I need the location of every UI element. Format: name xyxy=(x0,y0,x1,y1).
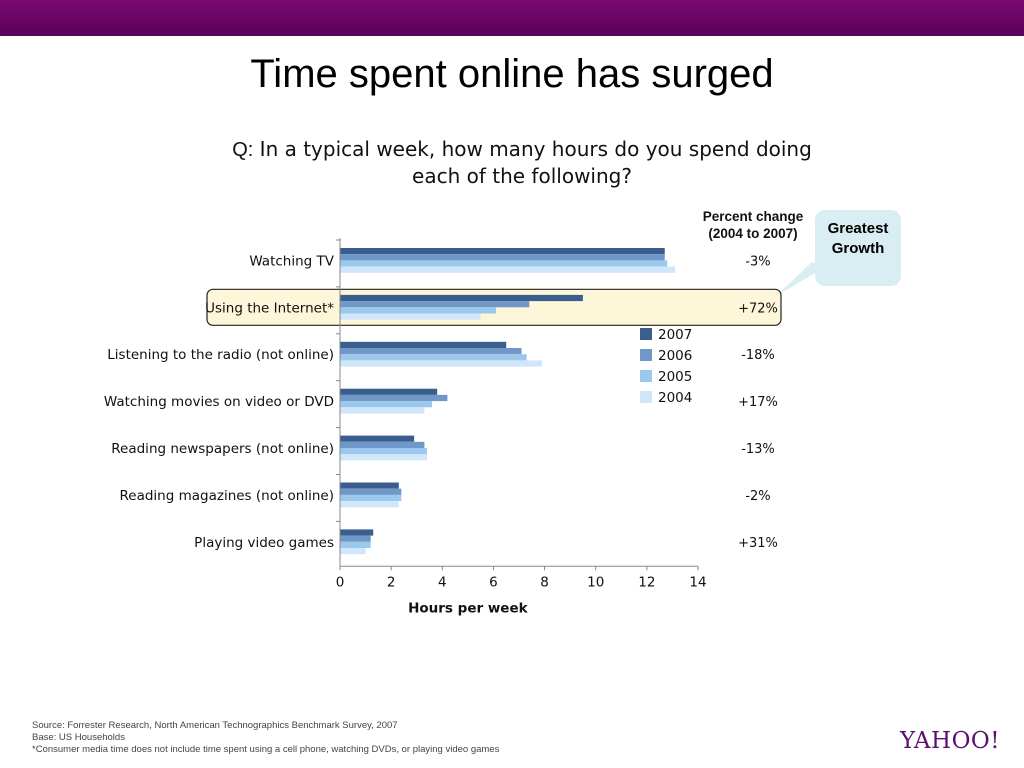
bar-2005-5 xyxy=(340,494,402,502)
bar-2007-3 xyxy=(340,388,438,395)
bar-2006-6 xyxy=(340,535,371,542)
x-tick-label: 6 xyxy=(489,574,498,590)
x-tick-label: 12 xyxy=(638,574,655,590)
legend-label-2007: 2007 xyxy=(658,327,692,343)
yahoo-logo-text: YAHOO! xyxy=(900,728,1001,754)
bar-2005-6 xyxy=(340,541,371,548)
bar-2007-4 xyxy=(340,435,415,442)
legend-label-2006: 2006 xyxy=(658,348,692,364)
category-label: Reading newspapers (not online) xyxy=(111,441,334,457)
category-label: Watching TV xyxy=(249,253,334,269)
percent-change-label: -18% xyxy=(741,348,775,363)
x-tick-label: 2 xyxy=(387,574,396,590)
legend-label-2004: 2004 xyxy=(658,390,692,406)
legend-label-2005: 2005 xyxy=(658,369,692,385)
x-axis-title: Hours per week xyxy=(408,600,529,616)
x-tick-label: 4 xyxy=(438,574,447,590)
bar-2005-3 xyxy=(340,401,433,408)
bar-2006-0 xyxy=(340,254,665,261)
question-prefix: Q: xyxy=(232,139,254,161)
slide-title: Time spent online has surged xyxy=(250,52,774,96)
percent-change-label: +31% xyxy=(738,536,778,551)
bar-2005-2 xyxy=(340,354,527,361)
category-label: Playing video games xyxy=(194,535,334,551)
x-tick-label: 8 xyxy=(540,574,549,590)
footer-notes: Source: Forrester Research, North Americ… xyxy=(32,720,499,756)
x-tick-label: 10 xyxy=(587,574,604,590)
bar-2004-1 xyxy=(340,313,481,320)
percent-change-label: -13% xyxy=(741,442,775,457)
bar-2007-5 xyxy=(340,482,399,489)
footer-source: Source: Forrester Research, North Americ… xyxy=(32,720,398,731)
question-text: In a typical week, how many hours do you… xyxy=(259,137,812,188)
category-label: Reading magazines (not online) xyxy=(120,488,335,504)
top-banner xyxy=(0,0,1024,36)
percent-change-label: +17% xyxy=(738,395,778,410)
legend-swatch-2007 xyxy=(640,328,652,340)
percent-change-header-line2: (2004 to 2007) xyxy=(708,226,798,241)
bar-2005-0 xyxy=(340,260,668,267)
x-tick-label: 14 xyxy=(689,574,706,590)
bar-2004-2 xyxy=(340,360,543,367)
callout-pointer xyxy=(776,262,824,296)
percent-change-header: Percent change (2004 to 2007) xyxy=(690,208,816,242)
bar-2004-6 xyxy=(340,548,366,555)
bar-2007-6 xyxy=(340,529,374,536)
bar-2004-3 xyxy=(340,407,425,414)
category-label: Watching movies on video or DVD xyxy=(104,394,334,410)
bar-2006-5 xyxy=(340,488,402,495)
greatest-growth-label: Greatest Growth xyxy=(827,220,889,257)
yahoo-logo: YAHOO! xyxy=(900,728,1000,754)
bar-2004-5 xyxy=(340,501,399,508)
bar-2006-4 xyxy=(340,441,425,448)
percent-change-label: -3% xyxy=(745,254,770,269)
bar-2007-2 xyxy=(340,341,507,348)
bar-2005-1 xyxy=(340,307,496,314)
survey-question: Q: In a typical week, how many hours do … xyxy=(212,136,832,189)
legend-swatch-2004 xyxy=(640,391,652,403)
percent-change-header-line1: Percent change xyxy=(702,209,804,224)
footer-note: *Consumer media time does not include ti… xyxy=(32,744,500,755)
bar-2007-1 xyxy=(340,294,583,302)
legend-swatch-2005 xyxy=(640,370,652,382)
bar-2006-1 xyxy=(340,301,530,308)
bar-2007-0 xyxy=(340,248,665,255)
bar-2004-0 xyxy=(340,266,675,273)
percent-change-label: -2% xyxy=(745,489,770,504)
footer-base: Base: US Households xyxy=(32,732,125,743)
greatest-growth-callout xyxy=(815,210,901,286)
percent-change-label: +72% xyxy=(738,301,778,316)
x-tick-label: 0 xyxy=(336,574,345,590)
legend-swatch-2006 xyxy=(640,349,652,361)
bar-2004-4 xyxy=(340,454,427,461)
bar-2006-3 xyxy=(340,394,448,402)
bar-2005-4 xyxy=(340,448,427,455)
bar-2006-2 xyxy=(340,348,522,355)
category-label: Using the Internet* xyxy=(205,300,334,316)
category-label: Listening to the radio (not online) xyxy=(107,347,334,363)
